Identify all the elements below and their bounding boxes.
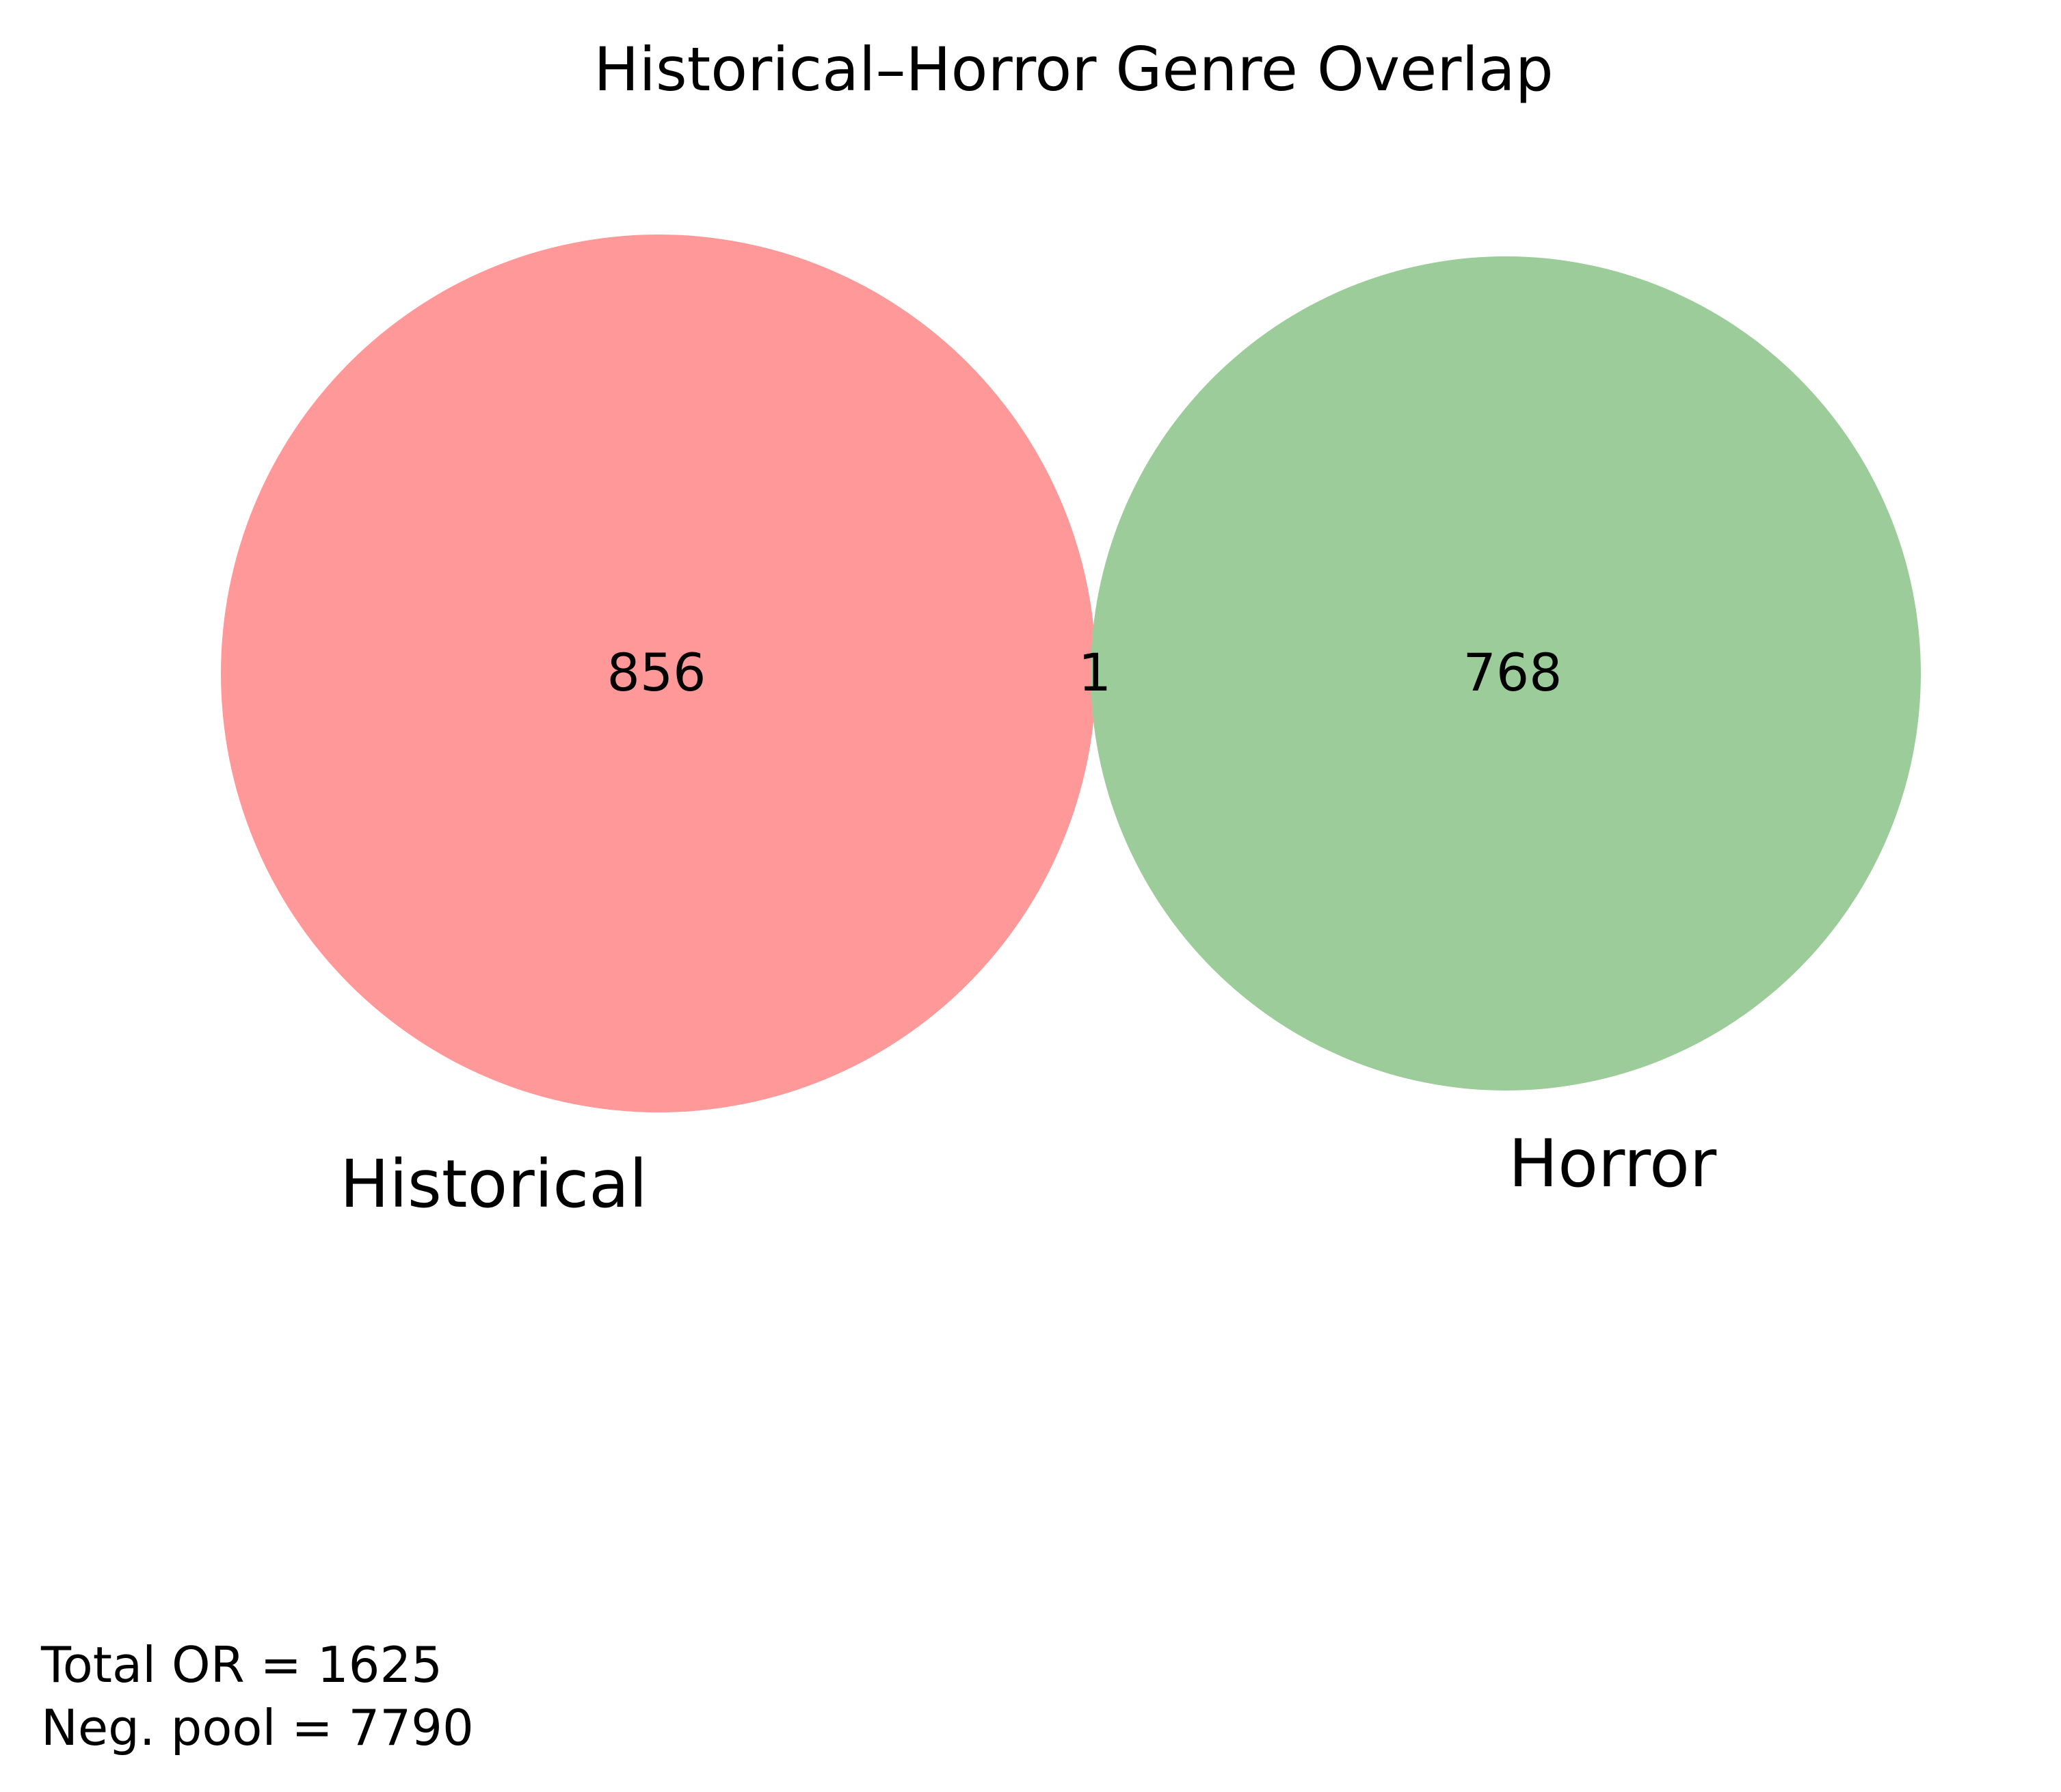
horror-set-label: Horror (1508, 1125, 1717, 1202)
horror-only-count: 768 (1463, 642, 1562, 703)
intersection-count: 1 (1078, 642, 1111, 703)
footer-neg-pool: Neg. pool = 7790 (41, 1699, 474, 1756)
footer-total: Total OR = 1625 (40, 1636, 442, 1694)
historical-circle (221, 235, 1096, 1112)
horror-circle (1091, 256, 1921, 1091)
historical-set-label: Historical (340, 1146, 648, 1222)
historical-only-count: 856 (607, 642, 706, 703)
diagram-title: Historical–Horror Genre Overlap (594, 34, 1553, 105)
